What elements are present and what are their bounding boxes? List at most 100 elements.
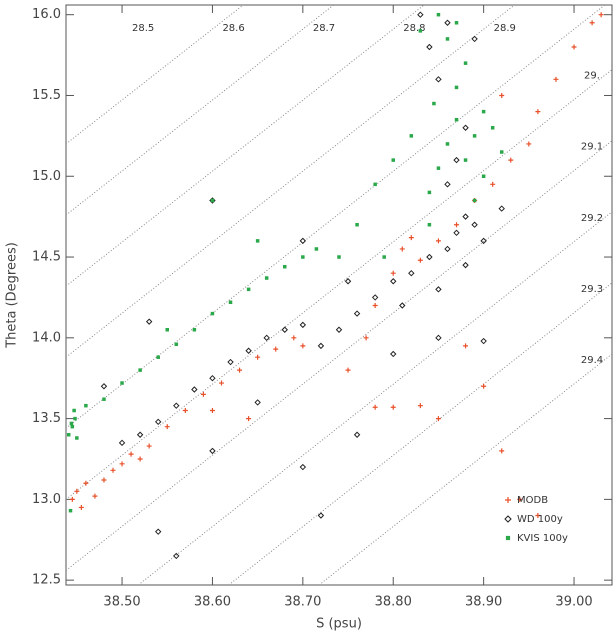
data-point: [164, 424, 170, 430]
data-point: [499, 150, 504, 154]
isopycnal: [65, 4, 334, 216]
data-point: [72, 408, 76, 413]
data-point: [120, 381, 124, 385]
data-point: [119, 461, 125, 467]
data-point: [83, 480, 89, 486]
data-point: [210, 198, 215, 203]
data-point: [246, 416, 252, 422]
data-point: [237, 367, 243, 373]
data-point: [382, 255, 386, 259]
data-point: [165, 327, 169, 332]
y-tick-label: 14.5: [32, 250, 61, 265]
legend-label: MODB: [517, 495, 548, 506]
data-point: [218, 380, 224, 386]
data-point: [480, 337, 487, 345]
data-point: [110, 467, 116, 473]
data-point: [264, 276, 269, 280]
data-point: [100, 383, 108, 390]
data-point: [210, 311, 215, 316]
data-point: [462, 124, 469, 131]
data-point: [74, 488, 80, 494]
data-point: [299, 237, 307, 245]
data-point: [66, 432, 71, 437]
data-point: [435, 238, 441, 244]
data-point: [409, 134, 414, 138]
data-point: [426, 43, 433, 51]
data-point: [355, 222, 359, 227]
data-point: [435, 76, 442, 83]
data-point: [335, 326, 343, 333]
data-point: [314, 247, 319, 251]
data-point: [390, 270, 396, 276]
data-point: [69, 496, 75, 502]
data-point: [128, 451, 134, 457]
data-point: [462, 261, 469, 269]
data-point: [391, 158, 395, 162]
data-point: [92, 493, 98, 499]
data-point: [454, 117, 459, 122]
y-axis-title: Theta (Degrees): [5, 242, 20, 349]
data-point: [84, 403, 88, 408]
data-point: [209, 374, 216, 382]
data-point: [417, 257, 423, 263]
data-point: [399, 246, 405, 252]
data-point: [146, 443, 152, 449]
data-point: [353, 431, 361, 438]
data-point: [75, 436, 79, 440]
data-point: [337, 255, 341, 259]
data-point: [174, 342, 179, 347]
data-point: [101, 477, 107, 483]
data-point: [463, 343, 469, 349]
data-point: [345, 367, 351, 373]
data-point: [435, 286, 442, 293]
data-point: [69, 421, 74, 426]
data-point: [191, 386, 198, 393]
data-point: [73, 416, 77, 421]
isopycnal-label: 29.: [584, 71, 600, 82]
data-point: [598, 12, 604, 18]
isopycnal-label: 29.4: [581, 355, 603, 366]
data-point: [353, 310, 361, 317]
isopycnal: [65, 4, 515, 358]
data-point: [499, 92, 505, 98]
data-point: [535, 109, 541, 115]
x-tick-label: 39.00: [555, 595, 592, 610]
x-tick-label: 38.70: [284, 595, 321, 610]
data-point: [436, 12, 441, 17]
data-point: [453, 156, 460, 164]
data-point: [228, 300, 233, 305]
data-point: [436, 166, 441, 170]
data-point: [390, 404, 396, 410]
plot-frame: [65, 4, 613, 586]
data-point: [553, 76, 559, 82]
data-point: [453, 229, 460, 237]
isopycnal-label: 29.2: [581, 213, 603, 224]
data-point: [535, 513, 541, 519]
data-point: [471, 35, 478, 43]
data-point: [372, 404, 378, 410]
legend-label: KVIS 100y: [517, 533, 568, 544]
data-point: [471, 221, 478, 228]
data-point: [454, 85, 459, 90]
data-point: [444, 245, 451, 253]
data-point: [78, 504, 84, 510]
data-point: [426, 253, 433, 261]
data-point: [418, 29, 423, 33]
isopycnal: [228, 282, 613, 586]
data-point: [209, 408, 215, 414]
data-point: [371, 294, 379, 301]
data-point: [435, 334, 442, 342]
y-tick-label: 13.5: [32, 411, 61, 426]
isopycnal-label: 28.5: [132, 23, 154, 34]
data-point: [427, 222, 432, 227]
data-point: [173, 552, 180, 560]
x-tick-label: 38.90: [465, 595, 502, 610]
data-point: [137, 456, 143, 462]
data-point: [317, 512, 325, 519]
data-point: [209, 447, 216, 455]
data-point: [508, 157, 514, 163]
data-point: [472, 134, 477, 138]
data-point: [589, 20, 595, 26]
data-point: [291, 335, 297, 341]
data-point: [373, 182, 377, 187]
